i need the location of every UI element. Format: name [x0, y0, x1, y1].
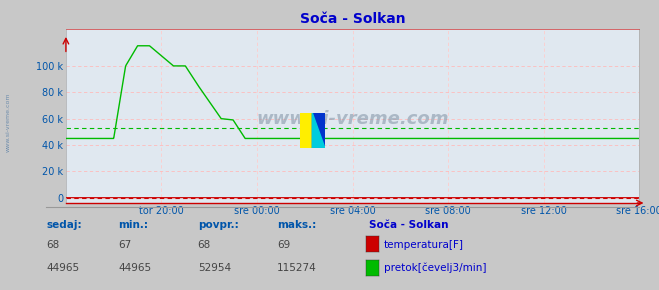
Text: 52954: 52954 — [198, 263, 231, 273]
Text: 68: 68 — [46, 240, 59, 250]
Text: 44965: 44965 — [46, 263, 79, 273]
Text: pretok[čevelj3/min]: pretok[čevelj3/min] — [384, 263, 486, 273]
Bar — [300, 113, 312, 148]
Text: maks.:: maks.: — [277, 220, 316, 230]
Text: www.si-vreme.com: www.si-vreme.com — [256, 110, 449, 128]
Text: povpr.:: povpr.: — [198, 220, 239, 230]
Text: 44965: 44965 — [119, 263, 152, 273]
Text: sedaj:: sedaj: — [46, 220, 82, 230]
Title: Soča - Solkan: Soča - Solkan — [300, 12, 405, 26]
Text: www.si-vreme.com: www.si-vreme.com — [5, 92, 11, 152]
Text: 67: 67 — [119, 240, 132, 250]
Polygon shape — [312, 113, 325, 148]
Text: 68: 68 — [198, 240, 211, 250]
Bar — [312, 113, 325, 148]
Text: 115274: 115274 — [277, 263, 316, 273]
Text: Soča - Solkan: Soča - Solkan — [369, 220, 449, 230]
Text: temperatura[F]: temperatura[F] — [384, 240, 463, 250]
Text: 69: 69 — [277, 240, 290, 250]
Text: min.:: min.: — [119, 220, 149, 230]
